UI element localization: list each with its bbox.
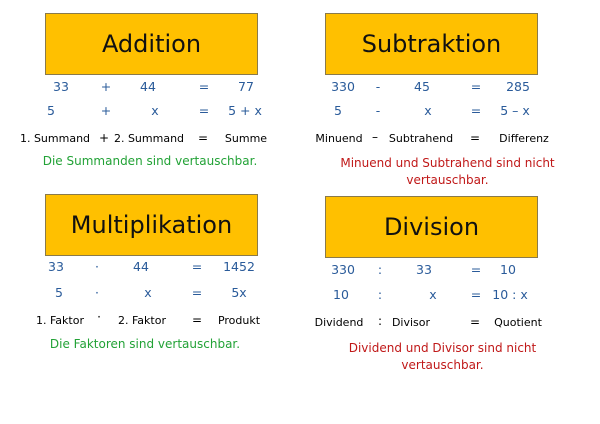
division-term-2: Divisor bbox=[391, 316, 431, 329]
multiplikation-term-1: 1. Faktor bbox=[36, 314, 84, 327]
multiplikation-row2-result: 5x bbox=[231, 285, 247, 300]
division-title: Division bbox=[325, 196, 538, 258]
subtraktion-row2-a: 5 bbox=[334, 103, 342, 118]
subtraktion-row1-result: 285 bbox=[506, 79, 530, 94]
division-row1-a: 330 bbox=[331, 262, 355, 277]
subtraktion-row1-b: 45 bbox=[414, 79, 430, 94]
addition-term-result: Summe bbox=[224, 132, 268, 145]
multiplikation-row1-eq: = bbox=[191, 259, 203, 274]
division-note-line1: Dividend und Divisor sind nicht bbox=[348, 341, 537, 355]
multiplikation-row2-op: · bbox=[95, 285, 99, 300]
addition-term-1: 1. Summand bbox=[19, 132, 91, 145]
subtraktion-term-result: Differenz bbox=[499, 132, 549, 145]
division-term-eq: = bbox=[469, 315, 481, 329]
addition-row2-b: x bbox=[151, 103, 159, 118]
addition-row2-op: + bbox=[100, 103, 112, 118]
subtraktion-row1-eq: = bbox=[470, 79, 482, 94]
addition-note-text: Die Summanden sind vertauschbar. bbox=[42, 154, 258, 168]
subtraktion-row2-op: - bbox=[375, 103, 381, 118]
addition-term-eq: = bbox=[197, 131, 209, 145]
subtraktion-term-eq: = bbox=[469, 131, 481, 145]
subtraktion-title: Subtraktion bbox=[325, 13, 538, 75]
division-note-line2: vertauschbar. bbox=[401, 358, 484, 372]
multiplikation-row2-a: 5 bbox=[55, 285, 63, 300]
multiplikation-term-op: · bbox=[97, 310, 101, 324]
subtraktion-row1-op: - bbox=[375, 79, 381, 94]
multiplikation-note-text: Die Faktoren sind vertauschbar. bbox=[49, 337, 241, 351]
division-row2-eq: = bbox=[470, 287, 482, 302]
multiplikation-row1-op: · bbox=[95, 259, 99, 274]
subtraktion-note-line2: vertauschbar. bbox=[406, 173, 489, 187]
multiplikation-row1-result: 1452 bbox=[223, 259, 255, 274]
addition-row2-a: 5 bbox=[47, 103, 55, 118]
multiplikation-term-eq: = bbox=[191, 313, 203, 327]
multiplikation-row1-a: 33 bbox=[48, 259, 64, 274]
subtraktion-note: Minuend und Subtrahend sind nicht vertau… bbox=[305, 155, 590, 189]
division-row2-result: 10 : x bbox=[492, 287, 528, 302]
division-row2-a: 10 bbox=[333, 287, 349, 302]
subtraktion-row1-a: 330 bbox=[331, 79, 355, 94]
subtraktion-row2-result: 5 – x bbox=[500, 103, 530, 118]
subtraktion-term-1: Minuend bbox=[315, 132, 363, 145]
multiplikation-row1-b: 44 bbox=[133, 259, 149, 274]
addition-row1-op: + bbox=[100, 79, 112, 94]
division-row1-op: : bbox=[377, 262, 383, 277]
addition-row2-result: 5 + x bbox=[228, 103, 262, 118]
subtraktion-term-2: Subtrahend bbox=[388, 132, 454, 145]
addition-row1-a: 33 bbox=[53, 79, 69, 94]
multiplikation-term-2: 2. Faktor bbox=[118, 314, 166, 327]
subtraktion-row2-eq: = bbox=[470, 103, 482, 118]
division-row1-eq: = bbox=[470, 262, 482, 277]
division-term-op: : bbox=[377, 314, 383, 328]
addition-title: Addition bbox=[45, 13, 258, 75]
addition-term-op: + bbox=[98, 131, 110, 145]
subtraktion-term-op: – bbox=[372, 130, 378, 144]
division-row2-b: x bbox=[429, 287, 437, 302]
addition-row1-eq: = bbox=[198, 79, 210, 94]
multiplikation-row2-b: x bbox=[144, 285, 152, 300]
addition-row1-result: 77 bbox=[238, 79, 254, 94]
subtraktion-row2-b: x bbox=[424, 103, 432, 118]
multiplikation-title: Multiplikation bbox=[45, 194, 258, 256]
subtraktion-note-line1: Minuend und Subtrahend sind nicht bbox=[340, 156, 555, 170]
division-term-1: Dividend bbox=[314, 316, 364, 329]
multiplikation-note: Die Faktoren sind vertauschbar. bbox=[15, 336, 275, 353]
division-note: Dividend und Divisor sind nicht vertausc… bbox=[300, 340, 585, 374]
division-term-result: Quotient bbox=[494, 316, 542, 329]
addition-term-2: 2. Summand bbox=[113, 132, 185, 145]
addition-row2-eq: = bbox=[198, 103, 210, 118]
multiplikation-row2-eq: = bbox=[191, 285, 203, 300]
addition-row1-b: 44 bbox=[140, 79, 156, 94]
division-row1-result: 10 bbox=[500, 262, 516, 277]
multiplikation-term-result: Produkt bbox=[217, 314, 261, 327]
division-row1-b: 33 bbox=[416, 262, 432, 277]
division-row2-op: : bbox=[377, 287, 383, 302]
addition-note: Die Summanden sind vertauschbar. bbox=[20, 153, 280, 170]
